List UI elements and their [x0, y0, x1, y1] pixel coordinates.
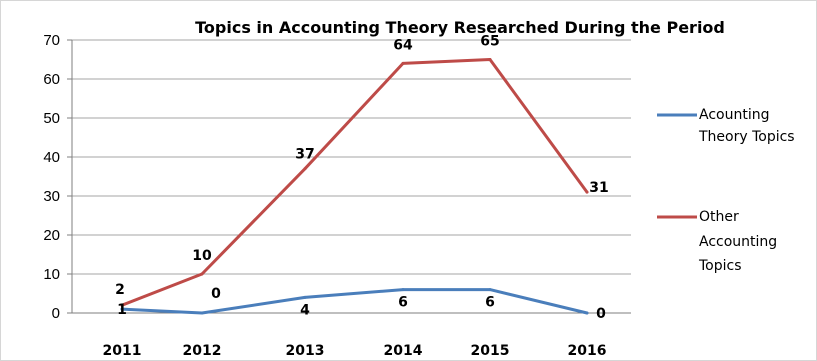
x-tick-label: 2013 [286, 343, 325, 359]
data-point [401, 288, 405, 292]
legend-item: Acounting Theory Topics [657, 107, 795, 145]
legend: Acounting Theory Topics Other Accounting Top… [657, 107, 795, 274]
x-tick-label: 2016 [568, 343, 607, 359]
data-label: 1 [117, 302, 127, 318]
legend-label: Other [699, 209, 739, 225]
data-label: 4 [300, 302, 310, 318]
y-tick-label: 60 [43, 71, 60, 88]
y-tick-label: 20 [43, 227, 60, 244]
chart-title: Topics in Accounting Theory Researched D… [195, 18, 725, 37]
series-layer [120, 58, 589, 315]
data-label: 37 [295, 147, 314, 163]
data-label: 64 [393, 37, 413, 53]
x-tick-label: 2015 [471, 343, 510, 359]
data-point [585, 190, 589, 194]
data-point [200, 311, 204, 315]
y-tick-label: 30 [43, 188, 60, 205]
x-tick-label: 2012 [183, 343, 222, 359]
y-tick-label: 40 [43, 149, 60, 166]
data-label: 0 [596, 306, 606, 322]
data-point [488, 58, 492, 61]
data-point [488, 288, 492, 292]
data-label: 31 [589, 180, 608, 196]
legend-label: Acounting [699, 107, 769, 123]
data-label: 2 [115, 282, 125, 298]
x-tick-label: 2011 [103, 343, 142, 359]
data-point [200, 272, 204, 276]
data-label: 65 [480, 34, 499, 50]
y-tick-label: 50 [43, 110, 60, 127]
data-label: 6 [398, 295, 408, 311]
data-point [585, 311, 589, 315]
data-label: 0 [211, 286, 221, 302]
y-tick-label: 0 [52, 305, 60, 322]
series-line [120, 58, 589, 307]
data-point [401, 61, 405, 65]
legend-label: Accounting [699, 234, 777, 250]
series-line [120, 288, 589, 315]
legend-label: Theory Topics [698, 129, 795, 145]
y-tick-label: 10 [43, 266, 60, 283]
x-tick-label: 2014 [384, 343, 423, 359]
data-label: 6 [485, 295, 495, 311]
data-point [303, 167, 307, 171]
data-point [303, 295, 307, 299]
y-tick-label: 70 [43, 32, 60, 49]
data-point [120, 303, 124, 307]
legend-label: Topics [698, 258, 742, 274]
data-point [120, 307, 124, 311]
legend-item: Other Accounting Topics [657, 209, 777, 274]
data-label: 10 [192, 248, 212, 264]
